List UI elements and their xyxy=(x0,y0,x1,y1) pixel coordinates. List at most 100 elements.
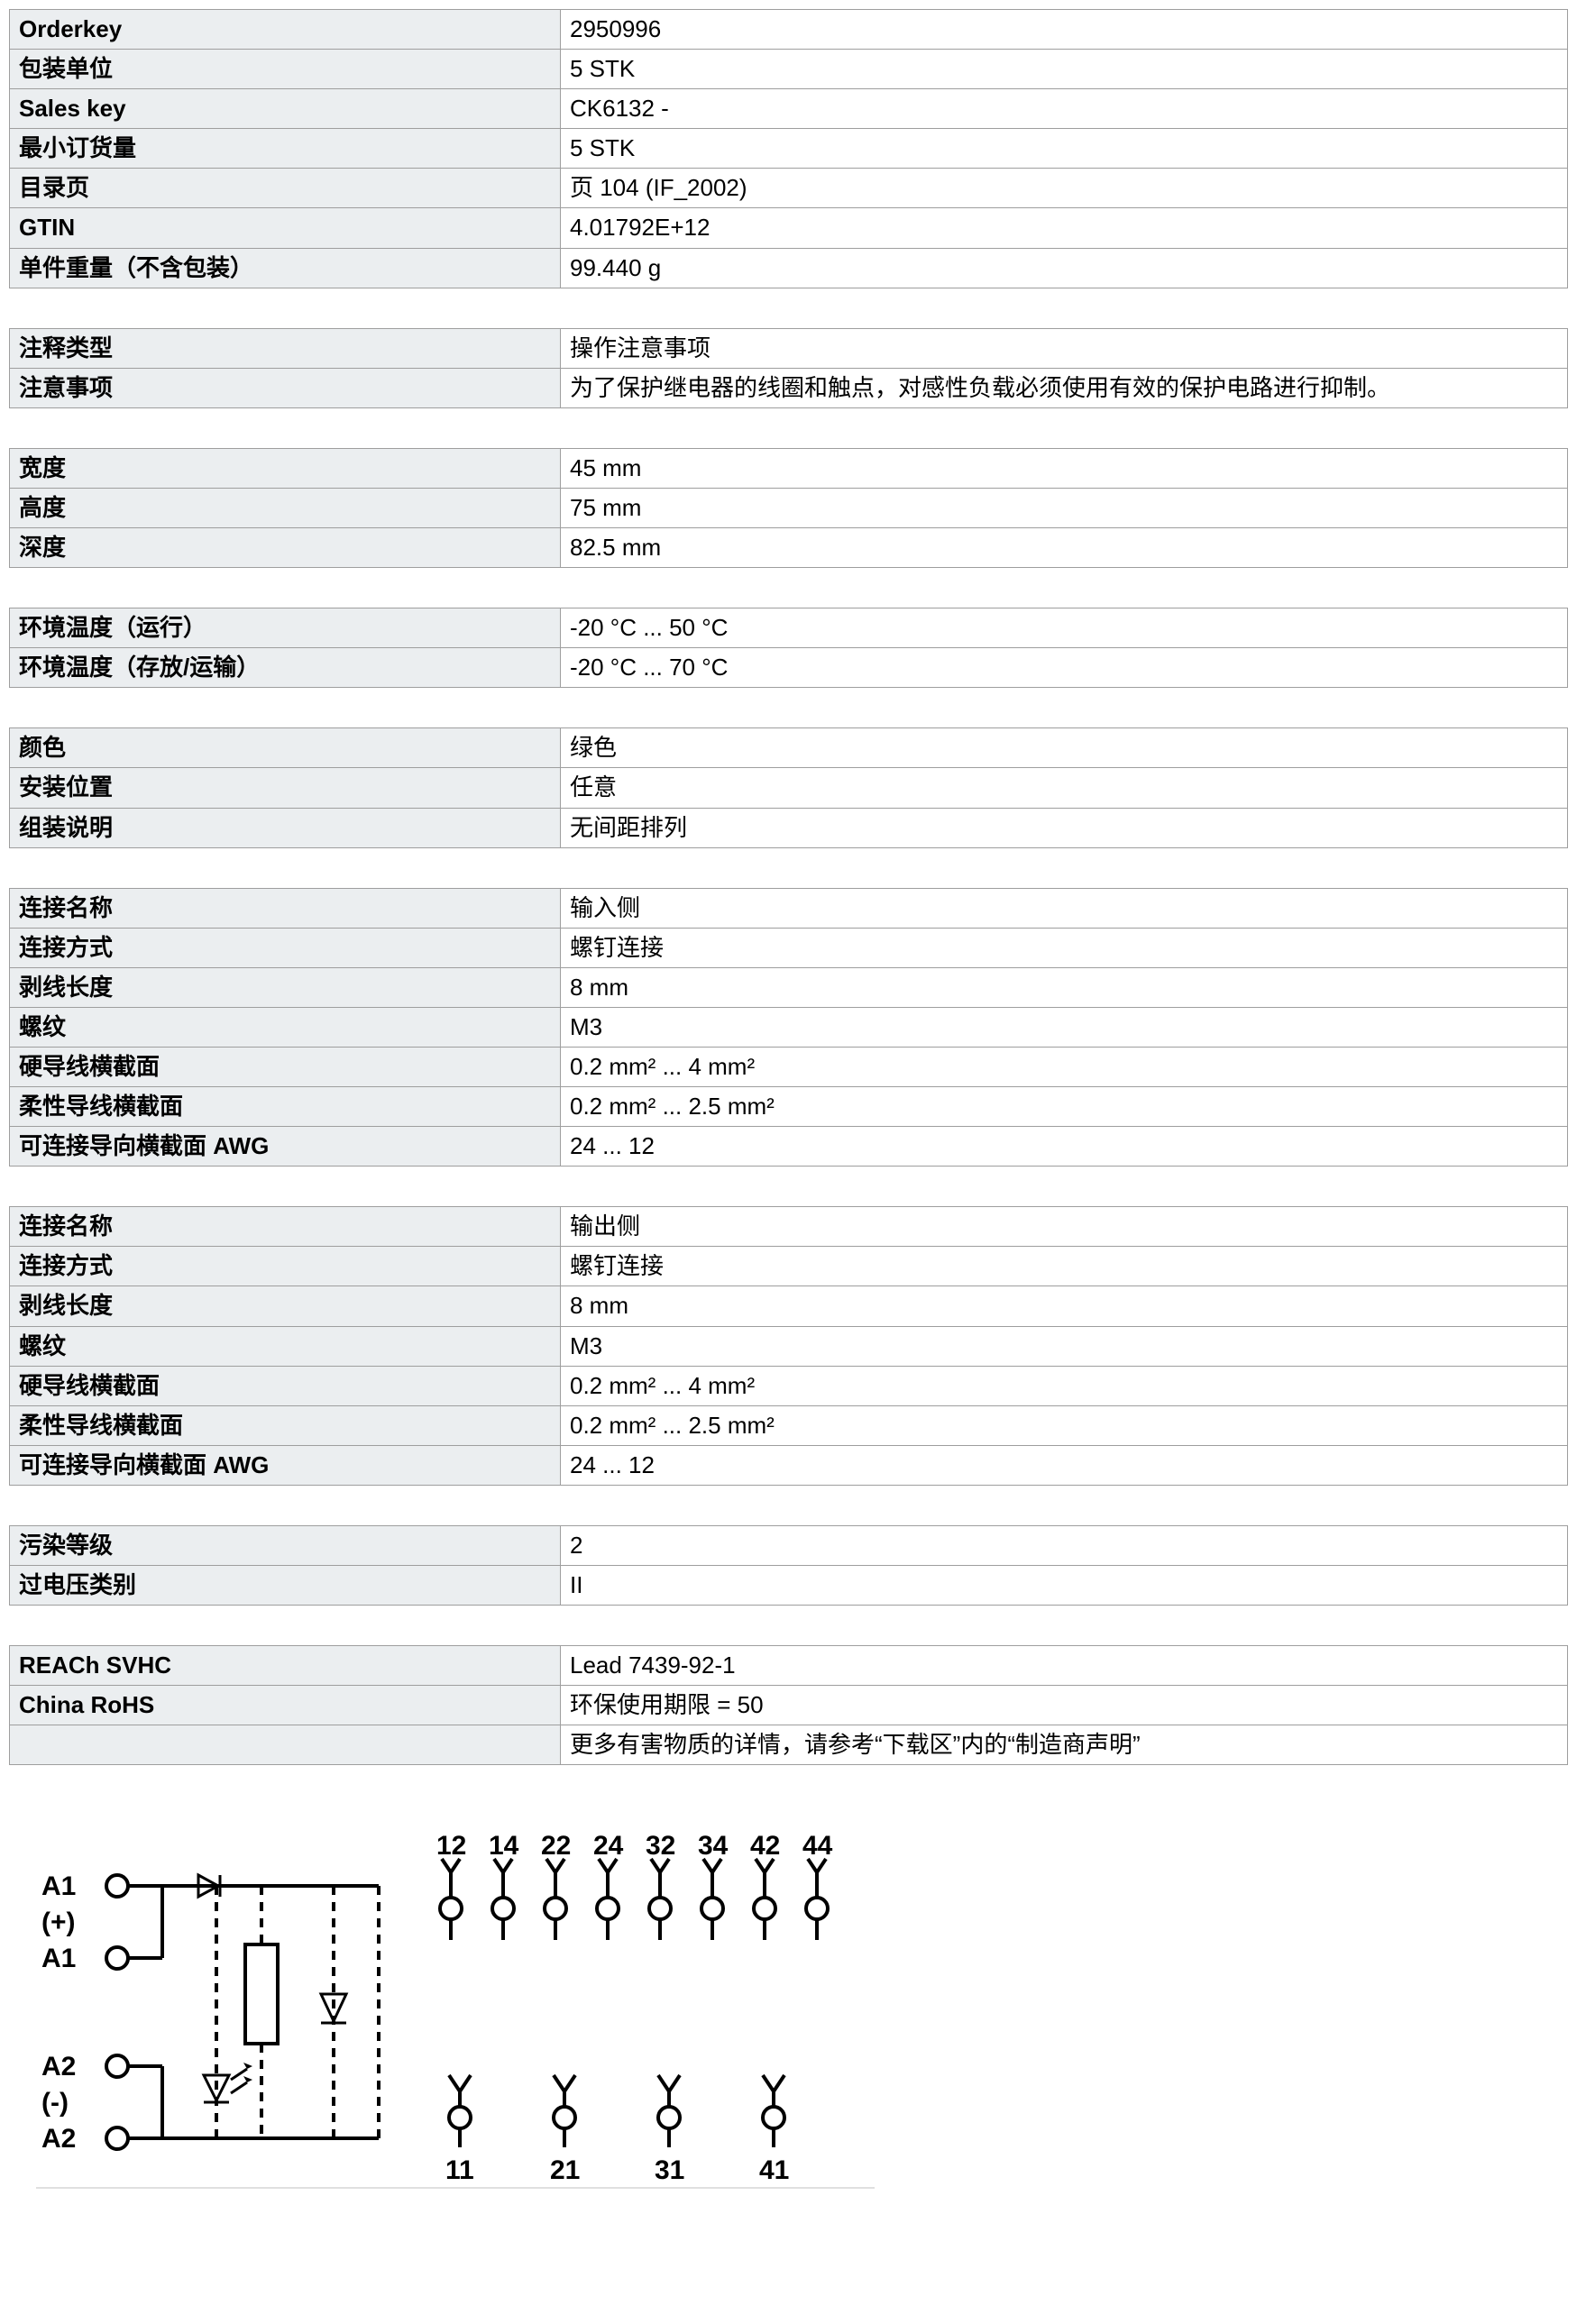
row-label: Sales key xyxy=(10,89,561,129)
table-row: 组装说明无间距排列 xyxy=(10,808,1568,847)
row-label: 连接名称 xyxy=(10,888,561,928)
table-row: 可连接导向横截面 AWG24 ... 12 xyxy=(10,1445,1568,1485)
svg-text:41: 41 xyxy=(759,2155,789,2185)
spec-table-3: 宽度45 mm高度75 mm深度82.5 mm xyxy=(9,448,1568,568)
svg-text:A1: A1 xyxy=(41,1871,76,1901)
table-row: 柔性导线横截面0.2 mm² ... 2.5 mm² xyxy=(10,1405,1568,1445)
spec-table-6: 连接名称输入侧连接方式螺钉连接剥线长度8 mm螺纹M3硬导线横截面0.2 mm²… xyxy=(9,888,1568,1167)
row-label: 可连接导向横截面 AWG xyxy=(10,1127,561,1167)
table-row: 可连接导向横截面 AWG24 ... 12 xyxy=(10,1127,1568,1167)
table-row: 最小订货量5 STK xyxy=(10,129,1568,169)
row-label: 连接方式 xyxy=(10,1247,561,1286)
table-row: 颜色绿色 xyxy=(10,728,1568,768)
svg-text:34: 34 xyxy=(698,1831,729,1861)
table-row: 过电压类别II xyxy=(10,1566,1568,1606)
spec-table-2: 注释类型操作注意事项注意事项为了保护继电器的线圈和触点，对感性负载必须使用有效的… xyxy=(9,328,1568,408)
row-value: 更多有害物质的详情，请参考“下载区”内的“制造商声明” xyxy=(561,1725,1568,1765)
row-label: 高度 xyxy=(10,488,561,527)
table-row: 柔性导线横截面0.2 mm² ... 2.5 mm² xyxy=(10,1087,1568,1127)
row-label: 剥线长度 xyxy=(10,967,561,1007)
table-row: 安装位置任意 xyxy=(10,768,1568,808)
table-row: 高度75 mm xyxy=(10,488,1568,527)
row-value: -20 °C ... 50 °C xyxy=(561,608,1568,648)
row-label: GTIN xyxy=(10,208,561,248)
circuit-diagram: A1(+)A1A2(-)A2121422243234424411213141 xyxy=(9,1805,1568,2199)
table-row: 注意事项为了保护继电器的线圈和触点，对感性负载必须使用有效的保护电路进行抑制。 xyxy=(10,368,1568,407)
spec-table-4: 环境温度（运行）-20 °C ... 50 °C环境温度（存放/运输）-20 °… xyxy=(9,608,1568,688)
table-row: 连接名称输出侧 xyxy=(10,1207,1568,1247)
table-row: 硬导线横截面0.2 mm² ... 4 mm² xyxy=(10,1047,1568,1086)
row-value: 8 mm xyxy=(561,1286,1568,1326)
table-row: 宽度45 mm xyxy=(10,448,1568,488)
row-label: China RoHS xyxy=(10,1686,561,1725)
row-label: 环境温度（存放/运输） xyxy=(10,648,561,688)
row-label: 连接方式 xyxy=(10,928,561,967)
svg-text:(-): (-) xyxy=(41,2088,69,2118)
row-value: 0.2 mm² ... 4 mm² xyxy=(561,1047,1568,1086)
row-value: 任意 xyxy=(561,768,1568,808)
spec-table-7: 连接名称输出侧连接方式螺钉连接剥线长度8 mm螺纹M3硬导线横截面0.2 mm²… xyxy=(9,1206,1568,1486)
row-value: 8 mm xyxy=(561,967,1568,1007)
row-label: 柔性导线横截面 xyxy=(10,1405,561,1445)
row-value: 输入侧 xyxy=(561,888,1568,928)
row-label: 深度 xyxy=(10,528,561,568)
row-value: 0.2 mm² ... 2.5 mm² xyxy=(561,1405,1568,1445)
row-value: 5 STK xyxy=(561,129,1568,169)
row-value: Lead 7439-92-1 xyxy=(561,1646,1568,1686)
row-value: 75 mm xyxy=(561,488,1568,527)
table-row: 螺纹M3 xyxy=(10,1007,1568,1047)
row-label: 剥线长度 xyxy=(10,1286,561,1326)
table-row: 环境温度（存放/运输）-20 °C ... 70 °C xyxy=(10,648,1568,688)
table-row: 连接名称输入侧 xyxy=(10,888,1568,928)
table-row: 注释类型操作注意事项 xyxy=(10,328,1568,368)
svg-text:A2: A2 xyxy=(41,2124,76,2154)
svg-text:A1: A1 xyxy=(41,1944,76,1973)
table-row: 污染等级2 xyxy=(10,1525,1568,1565)
row-value: 螺钉连接 xyxy=(561,1247,1568,1286)
svg-text:31: 31 xyxy=(655,2155,684,2185)
row-value: 螺钉连接 xyxy=(561,928,1568,967)
row-label xyxy=(10,1725,561,1765)
row-label: 目录页 xyxy=(10,169,561,208)
table-row: Sales keyCK6132 - xyxy=(10,89,1568,129)
spec-table-9: REACh SVHCLead 7439-92-1China RoHS环保使用期限… xyxy=(9,1645,1568,1765)
row-value: M3 xyxy=(561,1326,1568,1366)
table-row: Orderkey2950996 xyxy=(10,10,1568,50)
row-value: II xyxy=(561,1566,1568,1606)
svg-text:22: 22 xyxy=(541,1831,571,1861)
row-label: 螺纹 xyxy=(10,1007,561,1047)
row-value: 无间距排列 xyxy=(561,808,1568,847)
row-value: 4.01792E+12 xyxy=(561,208,1568,248)
row-value: 页 104 (IF_2002) xyxy=(561,169,1568,208)
row-value: 5 STK xyxy=(561,50,1568,89)
svg-text:42: 42 xyxy=(750,1831,780,1861)
svg-text:32: 32 xyxy=(646,1831,675,1861)
row-value: 24 ... 12 xyxy=(561,1127,1568,1167)
row-label: 注释类型 xyxy=(10,328,561,368)
spec-table-1: Orderkey2950996包装单位5 STKSales keyCK6132 … xyxy=(9,9,1568,288)
row-label: 连接名称 xyxy=(10,1207,561,1247)
svg-text:24: 24 xyxy=(593,1831,624,1861)
row-value: 0.2 mm² ... 2.5 mm² xyxy=(561,1087,1568,1127)
table-row: 剥线长度8 mm xyxy=(10,967,1568,1007)
row-label: 螺纹 xyxy=(10,1326,561,1366)
table-row: GTIN4.01792E+12 xyxy=(10,208,1568,248)
row-label: 包装单位 xyxy=(10,50,561,89)
row-label: 注意事项 xyxy=(10,368,561,407)
row-label: 柔性导线横截面 xyxy=(10,1087,561,1127)
row-value: M3 xyxy=(561,1007,1568,1047)
row-label: 安装位置 xyxy=(10,768,561,808)
table-row: REACh SVHCLead 7439-92-1 xyxy=(10,1646,1568,1686)
svg-text:21: 21 xyxy=(550,2155,580,2185)
table-row: 环境温度（运行）-20 °C ... 50 °C xyxy=(10,608,1568,648)
row-label: 硬导线横截面 xyxy=(10,1366,561,1405)
row-value: 输出侧 xyxy=(561,1207,1568,1247)
table-row: 深度82.5 mm xyxy=(10,528,1568,568)
row-value: 82.5 mm xyxy=(561,528,1568,568)
row-label: 颜色 xyxy=(10,728,561,768)
svg-text:(+): (+) xyxy=(41,1908,76,1937)
row-value: 2 xyxy=(561,1525,1568,1565)
table-row: 连接方式螺钉连接 xyxy=(10,1247,1568,1286)
row-label: 宽度 xyxy=(10,448,561,488)
table-row: 硬导线横截面0.2 mm² ... 4 mm² xyxy=(10,1366,1568,1405)
